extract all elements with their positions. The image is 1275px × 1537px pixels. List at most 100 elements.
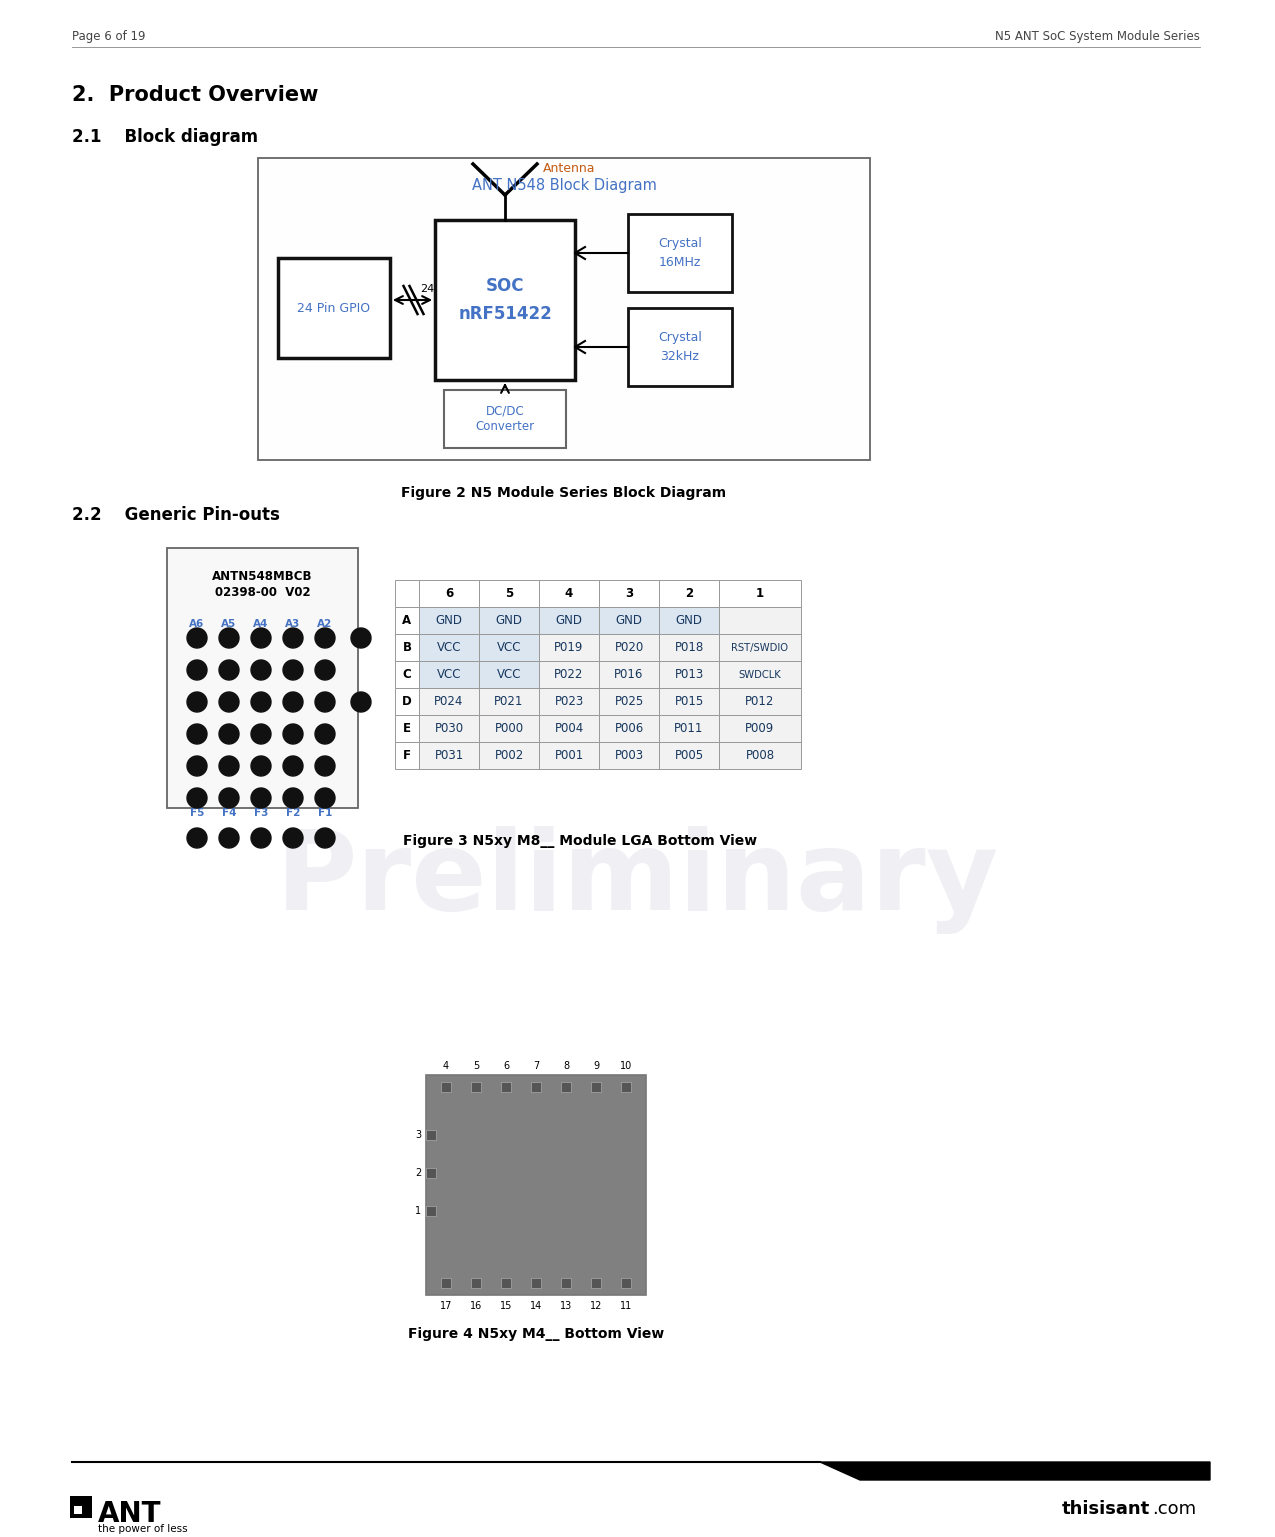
Circle shape: [187, 724, 207, 744]
Circle shape: [283, 659, 303, 679]
Bar: [419, 579, 479, 607]
Bar: [479, 742, 539, 768]
Bar: [479, 579, 539, 607]
Text: A6: A6: [190, 619, 204, 629]
Text: P024: P024: [435, 695, 464, 709]
Text: Crystal: Crystal: [658, 238, 703, 251]
Text: A: A: [403, 613, 412, 627]
Text: GND: GND: [556, 613, 583, 627]
Bar: [419, 661, 479, 689]
Bar: [599, 715, 659, 742]
Bar: [539, 742, 599, 768]
Text: 2: 2: [685, 587, 694, 599]
Text: 2: 2: [414, 1168, 421, 1177]
Text: 32kHz: 32kHz: [660, 349, 700, 363]
Bar: [470, 1277, 481, 1288]
Text: SOC: SOC: [486, 277, 524, 295]
Text: Figure 3 N5xy M8__ Module LGA Bottom View: Figure 3 N5xy M8__ Module LGA Bottom Vie…: [403, 835, 757, 848]
Bar: [395, 661, 419, 689]
Bar: [719, 742, 801, 768]
Text: P019: P019: [555, 641, 584, 655]
Text: A3: A3: [286, 619, 301, 629]
Bar: [479, 633, 539, 661]
Bar: [395, 742, 419, 768]
Text: D: D: [402, 695, 412, 709]
Text: 1: 1: [414, 1207, 421, 1216]
Circle shape: [187, 788, 207, 808]
Text: P025: P025: [615, 695, 644, 709]
Circle shape: [219, 756, 238, 776]
Bar: [599, 633, 659, 661]
Bar: [659, 689, 719, 715]
Text: E: E: [403, 722, 411, 735]
Bar: [719, 661, 801, 689]
Bar: [629, 307, 732, 386]
Bar: [479, 715, 539, 742]
Text: nRF51422: nRF51422: [458, 304, 552, 323]
Text: P012: P012: [746, 695, 775, 709]
Bar: [419, 633, 479, 661]
Text: VCC: VCC: [437, 669, 462, 681]
Bar: [659, 661, 719, 689]
Bar: [719, 633, 801, 661]
Text: P015: P015: [674, 695, 704, 709]
Circle shape: [251, 828, 272, 848]
Text: 15: 15: [500, 1300, 513, 1311]
Text: ANT: ANT: [98, 1500, 162, 1528]
Bar: [167, 549, 358, 808]
Circle shape: [283, 756, 303, 776]
Bar: [395, 607, 419, 633]
Text: P002: P002: [495, 749, 524, 762]
Bar: [501, 1277, 511, 1288]
Circle shape: [283, 788, 303, 808]
Text: P018: P018: [674, 641, 704, 655]
Bar: [441, 1277, 451, 1288]
Text: 6: 6: [502, 1061, 509, 1071]
Bar: [426, 1130, 436, 1140]
Text: P011: P011: [674, 722, 704, 735]
Circle shape: [219, 788, 238, 808]
Circle shape: [315, 724, 335, 744]
Text: 3: 3: [625, 587, 634, 599]
Circle shape: [315, 828, 335, 848]
Circle shape: [187, 828, 207, 848]
Text: 10: 10: [620, 1061, 632, 1071]
Circle shape: [315, 659, 335, 679]
Bar: [539, 633, 599, 661]
Text: 14: 14: [530, 1300, 542, 1311]
Text: Figure 4 N5xy M4__ Bottom View: Figure 4 N5xy M4__ Bottom View: [408, 1326, 664, 1340]
Circle shape: [315, 788, 335, 808]
Circle shape: [219, 828, 238, 848]
Circle shape: [283, 692, 303, 712]
Text: A4: A4: [254, 619, 269, 629]
Bar: [621, 1277, 631, 1288]
Bar: [599, 607, 659, 633]
Bar: [719, 715, 801, 742]
Text: 17: 17: [440, 1300, 453, 1311]
Bar: [419, 689, 479, 715]
Text: VCC: VCC: [497, 641, 521, 655]
Bar: [479, 689, 539, 715]
Text: P008: P008: [746, 749, 774, 762]
Bar: [539, 661, 599, 689]
Text: 3: 3: [414, 1130, 421, 1140]
Circle shape: [315, 692, 335, 712]
Bar: [441, 1082, 451, 1091]
Bar: [395, 579, 419, 607]
Text: 24 Pin GPIO: 24 Pin GPIO: [297, 301, 371, 315]
Circle shape: [219, 629, 238, 649]
Bar: [719, 689, 801, 715]
Text: Converter: Converter: [476, 421, 534, 433]
Bar: [539, 689, 599, 715]
Text: P031: P031: [435, 749, 464, 762]
Bar: [258, 158, 870, 460]
Circle shape: [283, 629, 303, 649]
Text: F2: F2: [286, 808, 300, 818]
Bar: [599, 661, 659, 689]
Bar: [501, 1082, 511, 1091]
Text: 6: 6: [445, 587, 453, 599]
Text: F5: F5: [190, 808, 204, 818]
Bar: [530, 1082, 541, 1091]
Text: 2.1    Block diagram: 2.1 Block diagram: [71, 128, 258, 146]
Text: P000: P000: [495, 722, 524, 735]
